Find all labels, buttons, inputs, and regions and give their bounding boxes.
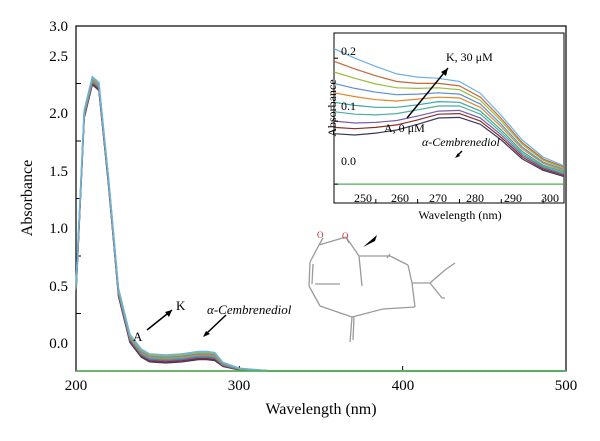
main-ytick-label: 3.0	[49, 19, 68, 35]
main-arrow-compound	[205, 314, 227, 335]
inset-series-group	[333, 48, 565, 185]
inset-xtick-label: 280	[466, 191, 484, 205]
inset-annot-start: A, 0 μM	[384, 121, 425, 135]
inset-ytick-label: 0.1	[341, 99, 356, 113]
inset-series-line-6	[333, 92, 565, 172]
inset-series-line-9	[333, 60, 565, 168]
main-ytick-label: 1.0	[49, 221, 68, 237]
inset-y-axis: 0.0 0.1 0.2	[341, 44, 356, 168]
molecule-oxygen-1: O	[317, 230, 324, 240]
inset-annot-compound: α-Cembrenediol	[422, 135, 501, 149]
main-xtick-label: 300	[228, 378, 251, 394]
main-series-group	[75, 75, 566, 372]
inset-arrow-compound-head	[455, 153, 460, 158]
inset-series-line-7	[333, 82, 565, 171]
inset-series-line-8	[333, 71, 565, 169]
inset-xtick-label: 300	[541, 191, 559, 205]
main-xtick-label: 400	[392, 378, 415, 394]
main-ytick-label: 0.5	[49, 279, 68, 295]
inset-xtick-label: 250	[354, 191, 372, 205]
main-ytick-label: 1.5	[49, 164, 68, 180]
main-y-axis: 0.0 0.5 1.0 1.5 2.0 2.5 3.0	[49, 19, 68, 352]
main-ytick-label: 0.0	[49, 336, 68, 352]
main-xtick-label: 200	[65, 378, 88, 394]
main-annot-compound: α-Cembrenediol	[207, 302, 292, 317]
main-xtick-label: 500	[555, 378, 578, 394]
main-x-axis: 200 300 400 500	[65, 378, 578, 394]
main-annot-end: K	[176, 298, 186, 313]
inset-annot-end: K, 30 μM	[446, 50, 493, 64]
inset-x-axis-label: Wavelength (nm)	[418, 208, 501, 222]
main-y-axis-label: Absorbance	[19, 160, 36, 236]
main-series-line-8	[75, 75, 566, 372]
cembrenediol-structure	[308, 236, 456, 343]
inset-xtick-label: 270	[429, 191, 447, 205]
inset-series-line-1	[333, 116, 565, 178]
inset-y-axis-label: Absorbance	[325, 79, 339, 136]
inset-arrow-a-to-k-head	[441, 68, 448, 76]
inset-series-line-2	[333, 113, 565, 176]
molecule-oxygen-2: O	[342, 231, 349, 241]
inset-ytick-label: 0.2	[341, 44, 356, 58]
inset-series-line-5	[333, 101, 565, 173]
main-x-axis-label: Wavelength (nm)	[265, 401, 376, 418]
inset-series-line-3	[333, 109, 565, 175]
main-annot-start: A	[133, 329, 143, 344]
inset-xtick-label: 260	[391, 191, 409, 205]
inset-ytick-marks	[334, 57, 338, 185]
inset-ytick-label: 0.0	[341, 154, 356, 168]
inset-xtick-marks	[333, 199, 544, 203]
inset-series-line-10	[333, 48, 565, 167]
inset-series-line-4	[333, 105, 565, 174]
main-arrow-compound-head	[203, 331, 210, 337]
molecule-methyl-wedge	[363, 235, 377, 247]
main-ytick-label: 2.0	[49, 106, 68, 122]
main-xtick-marks	[75, 366, 567, 371]
inset-x-axis: 250 260 270 280 290 300	[354, 191, 559, 205]
inset-xtick-label: 290	[504, 191, 522, 205]
main-ytick-label: 2.5	[49, 49, 68, 65]
main-arrow-a-to-k-head	[165, 310, 172, 317]
inset-arrow-a-to-k	[406, 67, 449, 119]
